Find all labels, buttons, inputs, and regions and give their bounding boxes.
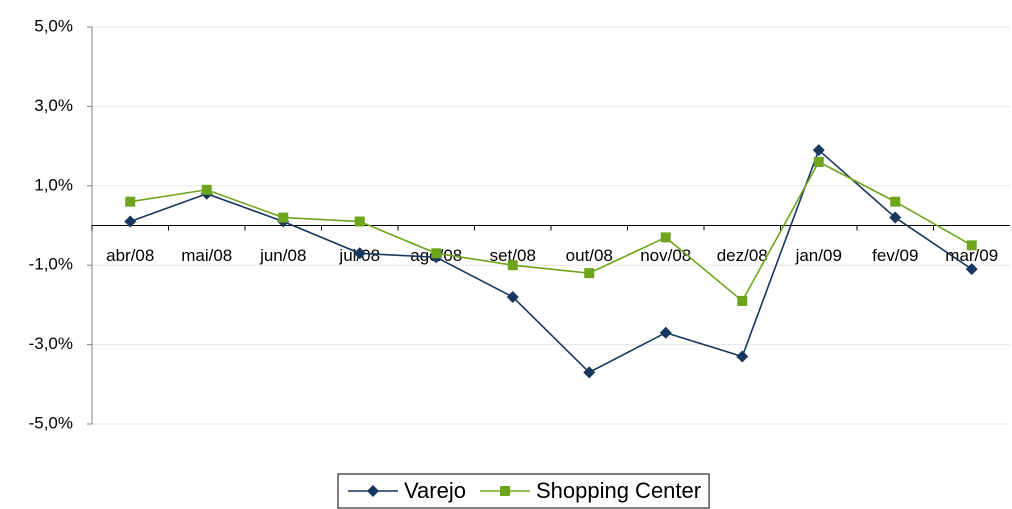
data-point [965,263,978,276]
data-point [125,196,136,207]
legend-label: Shopping Center [536,478,701,503]
data-point [659,326,672,339]
legend-label: Varejo [404,478,466,503]
data-point [201,184,212,195]
series-line [129,148,973,374]
data-point [124,215,137,228]
data-point [583,366,596,379]
data-point [353,247,366,260]
x-tick-label: jun/08 [259,246,306,265]
data-point [278,212,289,223]
data-point [966,240,977,251]
legend-marker [367,485,379,497]
data-point [354,216,365,227]
y-tick-label: -5,0% [29,413,73,432]
data-point [431,248,442,259]
data-point [890,196,901,207]
data-point [736,350,749,363]
x-tick-label: fev/09 [872,246,918,265]
data-point [889,211,902,224]
x-tick-label: jan/09 [795,246,842,265]
legend: Varejo Shopping Center [337,473,710,509]
y-tick-label: 3,0% [34,96,73,115]
data-point [660,232,671,243]
x-tick-label: abr/08 [106,246,154,265]
y-tick-label: 1,0% [34,175,73,194]
y-tick-label: 5,0% [34,16,73,35]
x-tick-label: set/08 [490,246,536,265]
legend-marker [499,486,510,496]
x-tick-label: out/08 [566,246,613,265]
y-tick-label: -1,0% [29,255,73,274]
data-point [584,268,595,279]
x-tick-label: mai/08 [181,246,232,265]
x-tick-label: dez/08 [717,246,768,265]
data-point [813,156,824,167]
y-tick-label: -3,0% [29,334,73,353]
data-point [506,290,519,303]
data-point [737,295,748,306]
x-tick-label: nov/08 [640,246,691,265]
series-line [130,160,973,303]
data-point [507,260,518,271]
data-point [812,144,825,157]
